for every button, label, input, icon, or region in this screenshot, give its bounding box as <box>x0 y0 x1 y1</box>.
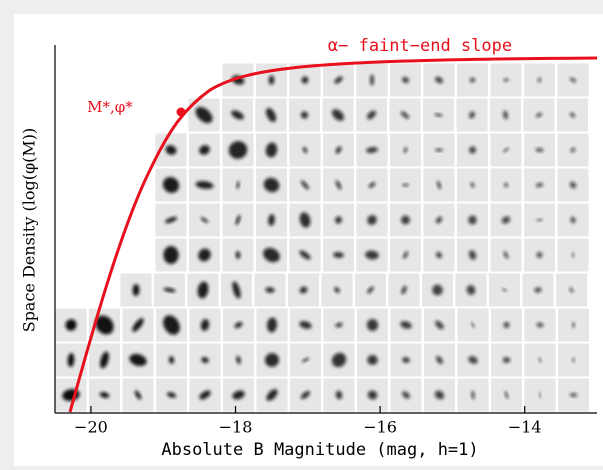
knee-point <box>177 108 186 117</box>
galaxy <box>163 246 178 264</box>
knee-label: M*,φ* <box>87 98 133 116</box>
y-axis-label: Space Density (log(φ(M)) <box>20 128 39 333</box>
x-tick-label: −20 <box>74 418 108 437</box>
x-tick-label: −14 <box>508 418 542 437</box>
x-axis-label: Absolute B Magnitude (mag, h=1) <box>161 440 478 460</box>
galaxy <box>370 74 374 85</box>
slope-label: α− faint−end slope <box>328 36 512 56</box>
x-tick-label: −18 <box>219 418 253 437</box>
galaxy <box>402 184 409 187</box>
x-tick-label: −16 <box>363 418 397 437</box>
figure: −20 −18 −16 −14 α− faint−end slope M*,φ* Ab… <box>0 0 603 466</box>
